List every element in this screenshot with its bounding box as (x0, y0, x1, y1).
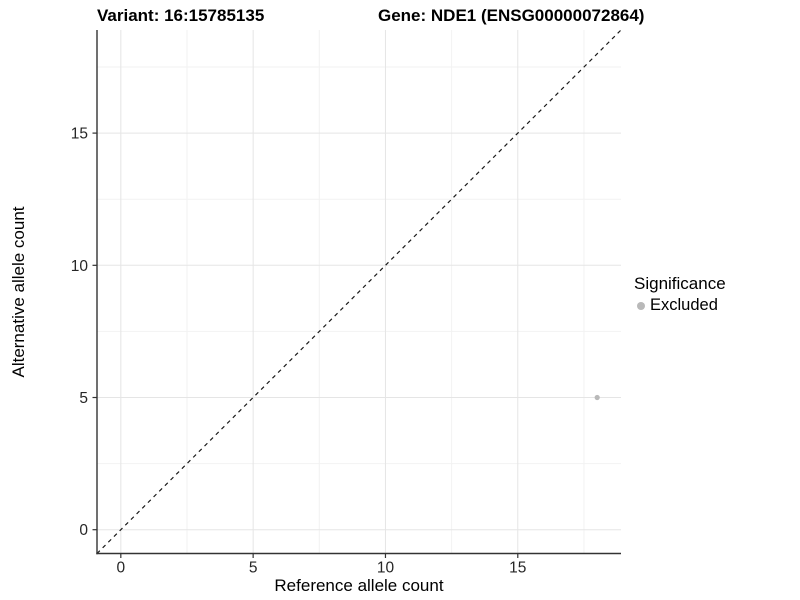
legend-item-excluded: Excluded (637, 296, 726, 315)
data-point-excluded (594, 394, 600, 401)
y-tick-label: 5 (79, 390, 88, 407)
identity-reference-line (96, 29, 622, 554)
y-tick-label: 0 (79, 522, 88, 539)
x-tick-label: 15 (509, 560, 526, 577)
plot-title-variant: Variant: 16:15785135 (97, 6, 265, 25)
x-tick-label: 5 (249, 560, 258, 577)
legend: Significance Excluded (634, 274, 726, 315)
x-tick-label: 0 (117, 560, 126, 577)
y-tick-label: 10 (71, 258, 89, 275)
x-tick-label: 10 (377, 560, 395, 577)
legend-key-dot-icon (637, 301, 645, 310)
y-tick-label: 15 (71, 126, 88, 143)
x-axis-title: Reference allele count (274, 576, 444, 595)
legend-item-label: Excluded (650, 296, 718, 314)
legend-title: Significance (634, 274, 726, 293)
plot-title-gene: Gene: NDE1 (ENSG00000072864) (378, 6, 645, 25)
y-axis-title: Alternative allele count (9, 206, 28, 378)
